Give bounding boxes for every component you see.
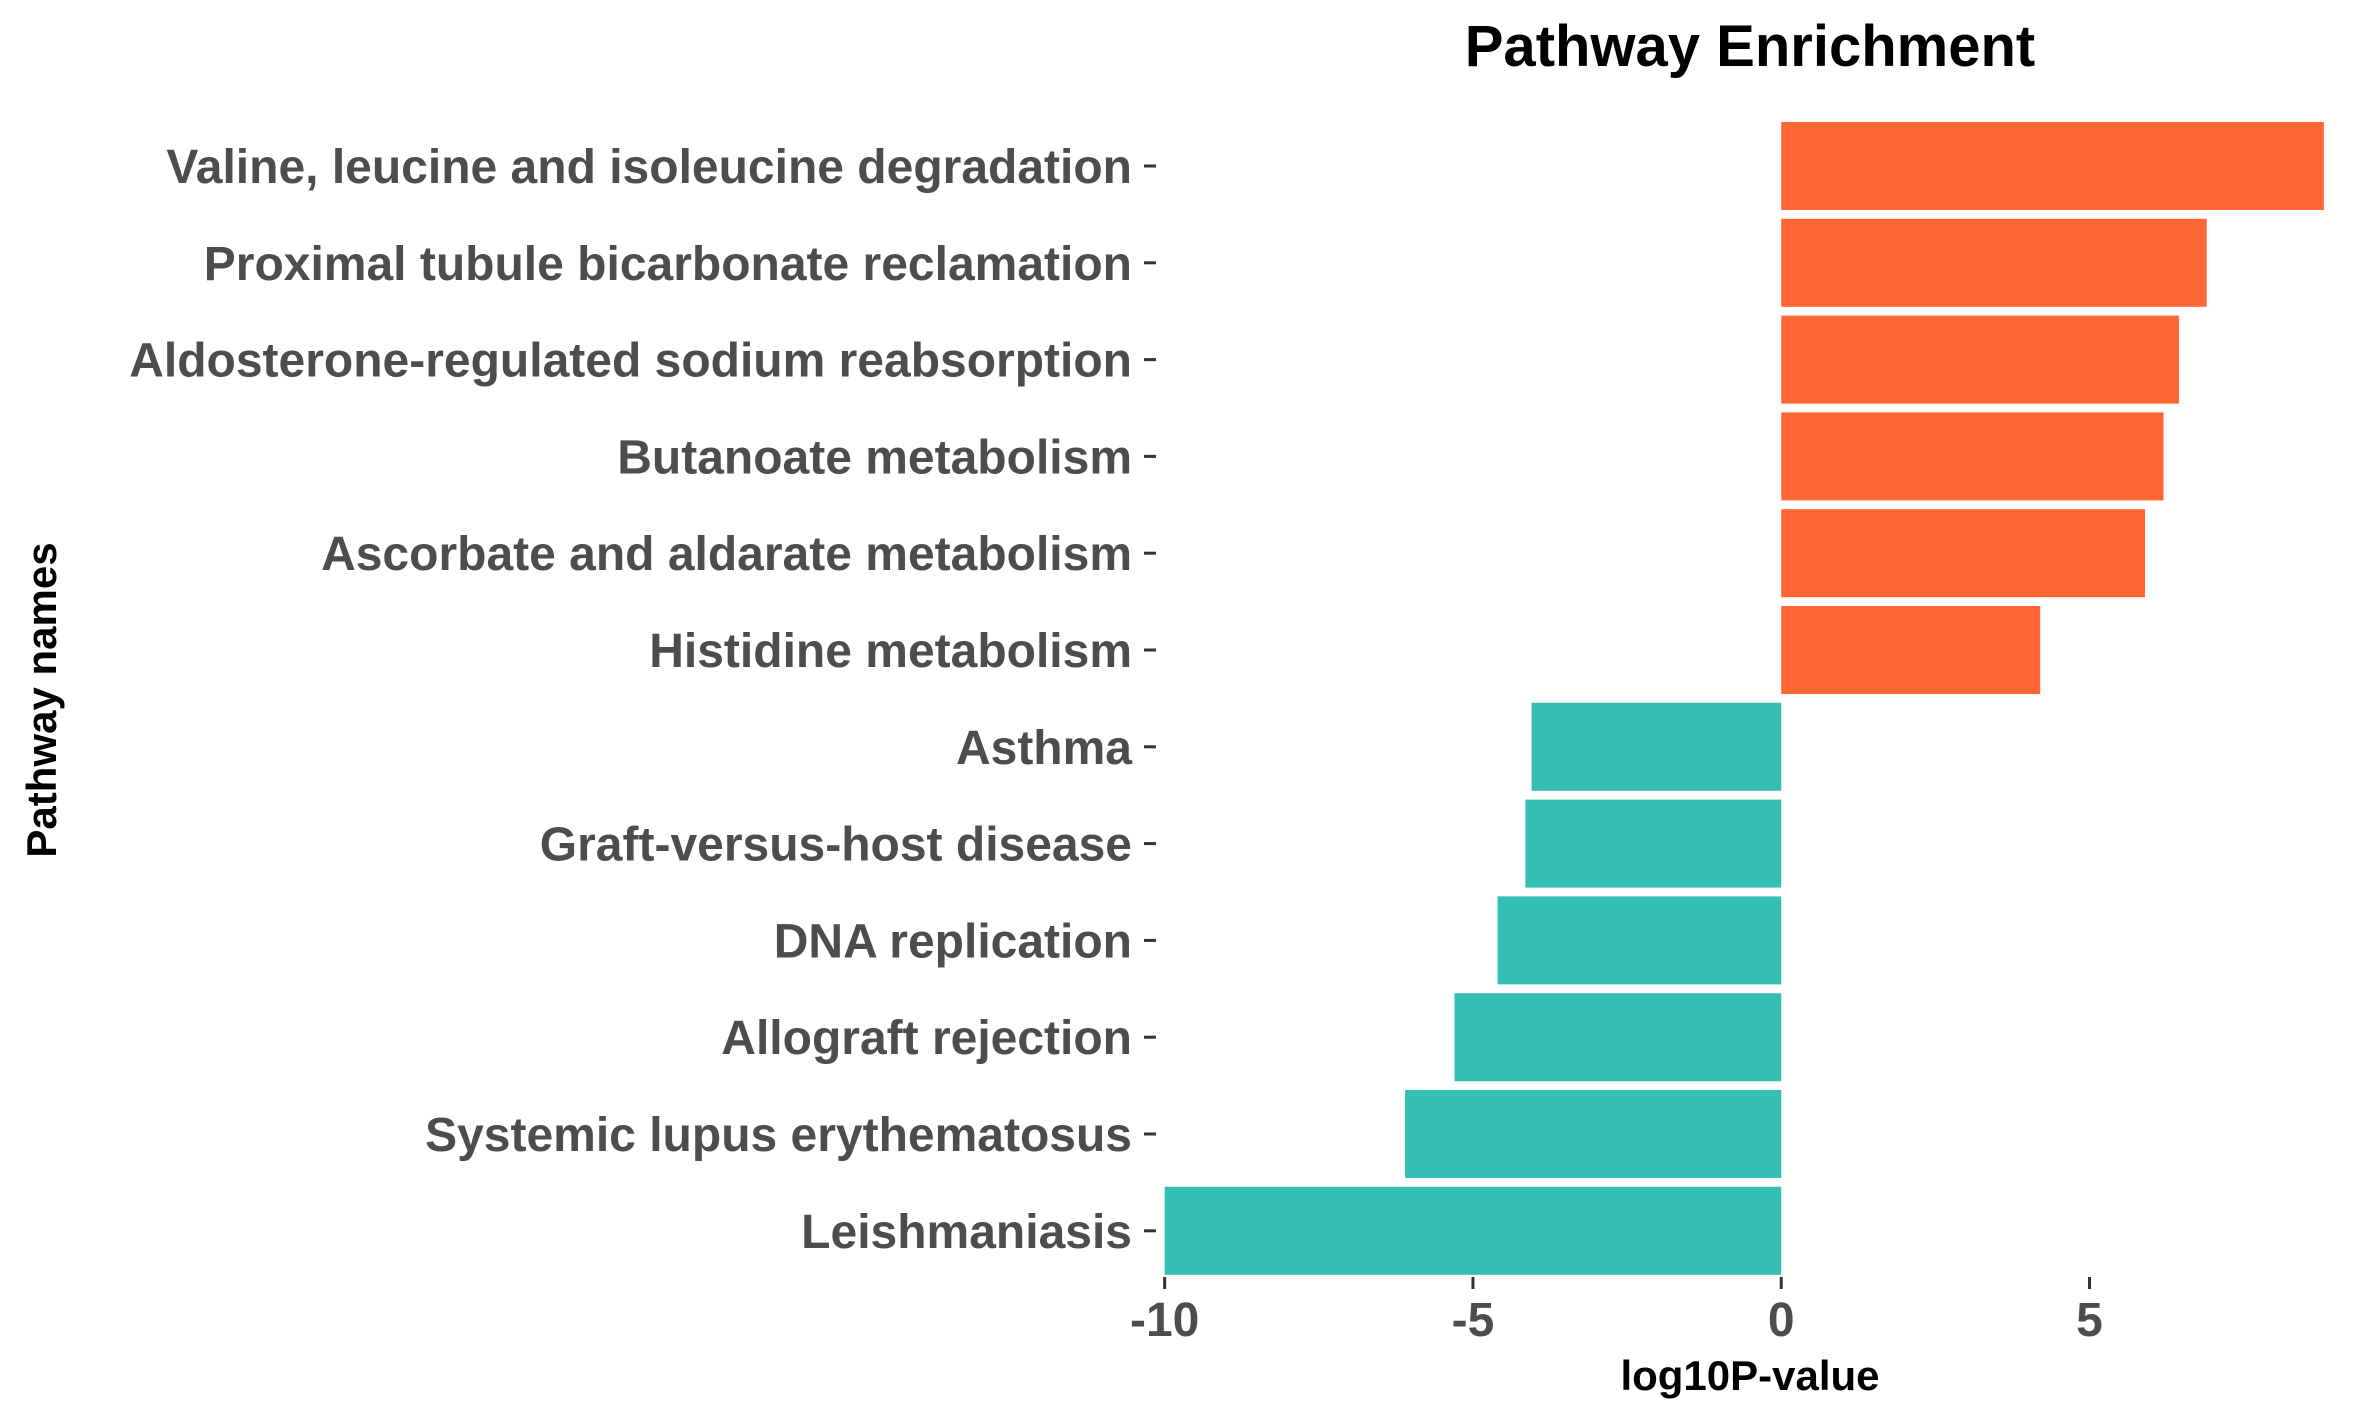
bar-5 [1781, 509, 2146, 598]
chart-title: Pathway Enrichment [1465, 14, 2035, 79]
bar-1 [1781, 122, 2324, 210]
bars-group [1164, 122, 2324, 1275]
category-label-12: Leishmaniasis [801, 1206, 1132, 1259]
bar-4 [1781, 412, 2164, 501]
x-tick-label-1: -10 [1130, 1294, 1199, 1347]
bar-11 [1405, 1090, 1782, 1178]
y-axis-title: Pathway names [18, 542, 65, 857]
category-label-4: Butanoate metabolism [617, 431, 1132, 484]
bar-3 [1781, 315, 2179, 404]
category-label-3: Aldosterone-regulated sodium reabsorptio… [129, 335, 1132, 388]
category-label-5: Ascorbate and aldarate metabolism [321, 528, 1132, 581]
category-label-2: Proximal tubule bicarbonate reclamation [204, 238, 1132, 291]
x-tick-label-2: -5 [1452, 1294, 1495, 1347]
bar-7 [1531, 702, 1782, 791]
x-tick-label-3: 0 [1768, 1294, 1795, 1347]
category-label-6: Histidine metabolism [649, 625, 1132, 678]
bar-6 [1781, 606, 2041, 694]
x-axis-title: log10P-value [1620, 1352, 1879, 1399]
x-axis-ticks-group: -10 -5 0 5 [1130, 1277, 2103, 1347]
category-label-9: DNA replication [774, 915, 1132, 968]
bar-12 [1164, 1186, 1782, 1275]
bar-10 [1454, 993, 1782, 1082]
category-label-7: Asthma [956, 722, 1132, 775]
category-labels-group: Valine, leucine and isoleucine degradati… [129, 141, 1156, 1259]
category-label-8: Graft-versus-host disease [540, 819, 1132, 872]
category-label-11: Systemic lupus erythematosus [425, 1109, 1132, 1162]
category-label-1: Valine, leucine and isoleucine degradati… [166, 141, 1132, 194]
x-tick-label-4: 5 [2076, 1294, 2103, 1347]
bar-9 [1497, 896, 1782, 985]
bar-2 [1781, 218, 2207, 307]
category-label-10: Allograft rejection [721, 1012, 1132, 1065]
bar-8 [1525, 799, 1782, 888]
